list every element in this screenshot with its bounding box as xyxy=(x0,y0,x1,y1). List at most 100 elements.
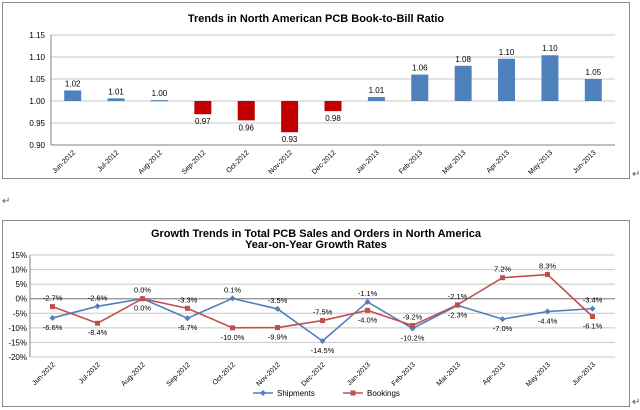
data-label: 0.93 xyxy=(282,135,298,144)
data-point xyxy=(95,320,100,326)
x-tick-label: Nov-2012 xyxy=(268,149,294,175)
x-tick-label: May-2013 xyxy=(525,361,552,388)
data-point xyxy=(184,315,191,322)
data-point xyxy=(589,305,596,312)
data-label: -4.4% xyxy=(538,317,558,326)
legend-marker xyxy=(350,390,356,396)
paragraph-mark: ↵ xyxy=(2,196,11,207)
chart-title: Growth Trends in Total PCB Sales and Ord… xyxy=(150,228,482,240)
data-label: 1.08 xyxy=(455,55,471,64)
x-tick-label: Sep-2012 xyxy=(181,149,207,175)
legend-label: Bookings xyxy=(367,389,400,398)
growth-trends-plot: 15% 10% 5% 0% -5% -10% -15% -20% Jun-2012 Jul-201… xyxy=(8,251,615,398)
data-point xyxy=(545,272,550,278)
data-point xyxy=(455,302,460,308)
data-point xyxy=(50,304,55,310)
data-label: 0.0% xyxy=(134,304,151,313)
bar xyxy=(194,101,212,115)
paragraph-mark: ↵ xyxy=(632,169,640,180)
x-tick-label: Feb-2013 xyxy=(391,361,417,387)
data-point xyxy=(499,316,506,323)
data-point xyxy=(365,307,370,313)
data-label: 0.96 xyxy=(238,123,254,132)
data-point xyxy=(230,325,235,331)
bar xyxy=(584,79,602,101)
x-tick-label: Apr-2013 xyxy=(482,361,507,386)
y-tick-label: 0.90 xyxy=(29,141,45,150)
x-tick-label: Jan-2013 xyxy=(355,149,381,175)
data-point xyxy=(274,305,281,312)
data-label: -10.2% xyxy=(401,333,425,342)
data-point xyxy=(275,325,280,331)
data-label: -2.6% xyxy=(88,293,108,302)
x-tick-label: Feb-2013 xyxy=(398,149,424,175)
data-point xyxy=(364,298,371,305)
bar xyxy=(281,101,299,133)
data-point xyxy=(185,305,190,311)
bar xyxy=(541,55,559,101)
data-label: -1.1% xyxy=(358,289,378,298)
data-label: -6.1% xyxy=(583,321,603,330)
data-point xyxy=(544,308,551,315)
x-tick-label: Sep-2012 xyxy=(165,361,191,387)
x-tick-label: Jul-2012 xyxy=(78,361,102,385)
x-tick-label: Dec-2012 xyxy=(311,149,337,175)
data-point xyxy=(229,295,236,302)
data-label: 0.0% xyxy=(134,286,151,295)
data-label: 1.10 xyxy=(499,48,515,57)
data-label: -10.0% xyxy=(221,333,245,342)
bar xyxy=(324,101,342,112)
data-label: -4.0% xyxy=(358,315,378,324)
y-tick-label: -15% xyxy=(8,338,27,347)
data-point xyxy=(320,318,325,324)
y-tick-label: 1.15 xyxy=(29,31,45,40)
data-label: -2.3% xyxy=(448,310,468,319)
book-to-bill-chart: Trends in North American PCB Book-to-Bil… xyxy=(2,2,630,179)
data-label: -3.4% xyxy=(583,296,603,305)
data-label: -9.2% xyxy=(403,313,423,322)
x-tick-label: Jun-2012 xyxy=(52,149,78,175)
x-tick-label: May-2013 xyxy=(527,149,554,176)
data-label: 0.1% xyxy=(224,285,241,294)
data-label: 1.00 xyxy=(152,89,168,98)
y-tick-label: -10% xyxy=(8,324,27,333)
chart-title: Trends in North American PCB Book-to-Bil… xyxy=(187,13,445,25)
data-point xyxy=(410,323,415,329)
data-label: -7.0% xyxy=(493,324,513,333)
data-label: -8.4% xyxy=(88,328,108,337)
data-label: 8.3% xyxy=(539,262,556,271)
data-point xyxy=(49,314,56,321)
y-tick-label: 10% xyxy=(11,266,27,275)
x-tick-label: Jul-2012 xyxy=(97,149,121,173)
bar xyxy=(454,65,472,101)
x-tick-label: Mar-2013 xyxy=(441,149,467,175)
x-tick-label: Jan-2013 xyxy=(346,361,372,387)
x-tick-label: Aug-2012 xyxy=(120,361,146,387)
y-tick-label: 1.00 xyxy=(29,97,45,106)
y-tick-label: -5% xyxy=(13,309,27,318)
data-label: 0.98 xyxy=(325,114,341,123)
bar xyxy=(150,100,168,102)
paragraph-mark: ↵ xyxy=(632,397,640,408)
data-label: 7.2% xyxy=(494,265,511,274)
bar xyxy=(237,101,255,121)
bar xyxy=(411,74,429,101)
data-label: 1.02 xyxy=(65,79,81,88)
x-tick-label: Oct-2012 xyxy=(212,361,237,386)
x-tick-label: Aug-2012 xyxy=(137,149,163,175)
y-tick-label: 0% xyxy=(15,295,27,304)
x-tick-label: Nov-2012 xyxy=(255,361,281,387)
y-tick-label: -20% xyxy=(8,353,27,362)
y-tick-label: 15% xyxy=(11,251,27,260)
data-label: -6.7% xyxy=(178,323,198,332)
y-tick-label: 1.10 xyxy=(29,53,45,62)
data-point xyxy=(94,303,101,310)
data-label: -14.5% xyxy=(311,346,335,355)
bar xyxy=(64,90,82,101)
data-label: -6.6% xyxy=(43,323,63,332)
x-tick-label: Jun-2013 xyxy=(571,361,597,387)
x-tick-label: Jun-2012 xyxy=(31,361,57,387)
chart-subtitle: Year-on-Year Growth Rates xyxy=(245,239,387,251)
data-label: 1.01 xyxy=(369,86,385,95)
data-label: 1.06 xyxy=(412,64,428,73)
